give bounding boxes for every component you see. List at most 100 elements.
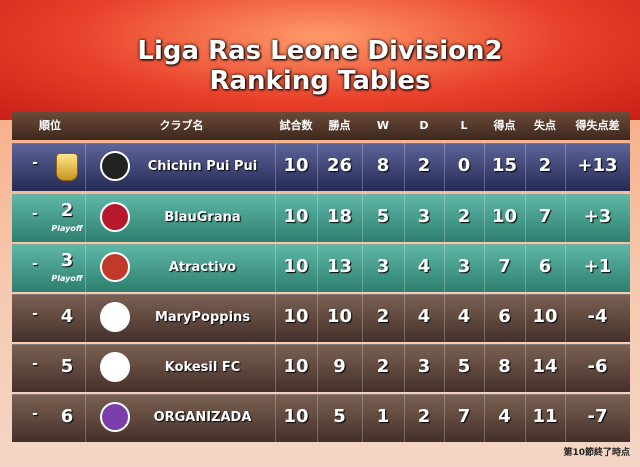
movement: - (32, 356, 38, 372)
stat: 10 (283, 356, 309, 377)
stat: 5 (333, 406, 346, 427)
club-name: Chichin Pui Pui (147, 159, 258, 174)
stat: 7 (538, 206, 552, 227)
stat: 2 (417, 155, 431, 176)
club-name: Kokesil FC (164, 360, 241, 375)
playoff-note: Playoff (51, 224, 83, 233)
column-separator (404, 344, 405, 392)
column-separator (525, 394, 526, 442)
club-name: Atractivo (168, 260, 237, 275)
club-logo (100, 302, 130, 332)
stat: 15 (491, 155, 518, 176)
column-separator (404, 294, 405, 342)
stat: 0 (457, 155, 471, 176)
column-separator (484, 244, 485, 292)
column-separator (275, 143, 276, 191)
column-separator (565, 394, 566, 442)
column-separator (525, 143, 526, 191)
club-logo (100, 202, 130, 232)
column-separator (362, 194, 363, 242)
club-name: ORGANIZADA (153, 410, 252, 425)
column-separator (317, 143, 318, 191)
stat: 4 (457, 306, 471, 327)
column-header: 失点 (534, 119, 556, 132)
column-header: 順位 (39, 119, 61, 132)
title-line: Ranking Tables (209, 66, 431, 96)
trophy-icon (56, 153, 78, 181)
column-separator (565, 244, 566, 292)
stat: -6 (587, 356, 608, 377)
column-separator (85, 244, 86, 292)
column-separator (565, 344, 566, 392)
column-header: 得失点差 (575, 119, 620, 132)
column-header: 試合数 (279, 119, 313, 132)
column-separator (85, 294, 86, 342)
column-separator (317, 344, 318, 392)
movement: - (32, 306, 38, 322)
footer-note: 第10節終了時点 (563, 448, 630, 458)
stat: 3 (417, 206, 431, 227)
column-separator (444, 244, 445, 292)
column-separator (484, 194, 485, 242)
movement: - (32, 155, 38, 171)
rank: 3 (60, 250, 74, 271)
club-logo (100, 402, 130, 432)
stat: 5 (457, 356, 471, 377)
club-name: MaryPoppins (154, 310, 251, 325)
stat: 2 (417, 406, 431, 427)
column-separator (275, 344, 276, 392)
stat: -7 (587, 406, 608, 427)
stat: 10 (283, 155, 309, 176)
column-separator (484, 394, 485, 442)
column-separator (275, 194, 276, 242)
stat: 10 (283, 306, 309, 327)
stat: 7 (457, 406, 471, 427)
stat: +3 (583, 206, 612, 227)
column-separator (565, 294, 566, 342)
stat: 14 (532, 356, 558, 377)
stat: 2 (457, 206, 471, 227)
stat: 10 (491, 206, 518, 227)
stat: 5 (376, 206, 390, 227)
column-separator (525, 244, 526, 292)
stat: 3 (457, 256, 471, 277)
column-separator (362, 143, 363, 191)
rank: 5 (60, 356, 74, 377)
header-background (0, 0, 640, 120)
stat: 10 (283, 256, 309, 277)
stat: 18 (326, 206, 353, 227)
stat: 9 (333, 356, 346, 377)
stat: 10 (326, 306, 353, 327)
column-separator (317, 244, 318, 292)
stat: 10 (532, 306, 558, 327)
stat: 2 (376, 356, 390, 377)
column-separator (444, 143, 445, 191)
club-logo (100, 151, 130, 181)
stat: 4 (498, 406, 511, 427)
title-line: Liga Ras Leone Division2 (137, 36, 503, 66)
stat: 10 (283, 406, 309, 427)
stat: 7 (498, 256, 511, 277)
column-header: W (376, 119, 390, 132)
stat: 11 (532, 406, 558, 427)
stat: 3 (376, 256, 390, 277)
movement: - (32, 406, 38, 422)
column-separator (444, 344, 445, 392)
column-header: D (419, 119, 429, 132)
stat: 3 (417, 356, 431, 377)
club-logo (100, 252, 130, 282)
column-separator (444, 394, 445, 442)
stat: 6 (498, 306, 511, 327)
column-header: L (460, 119, 468, 132)
stat: 1 (376, 406, 390, 427)
column-separator (362, 394, 363, 442)
column-separator (565, 143, 566, 191)
stat: -4 (587, 306, 608, 327)
stat: 6 (538, 256, 552, 277)
header-row (12, 112, 630, 140)
column-separator (404, 143, 405, 191)
rank: 2 (60, 200, 74, 221)
column-separator (85, 143, 86, 191)
column-separator (275, 244, 276, 292)
stat: 8 (498, 356, 511, 377)
